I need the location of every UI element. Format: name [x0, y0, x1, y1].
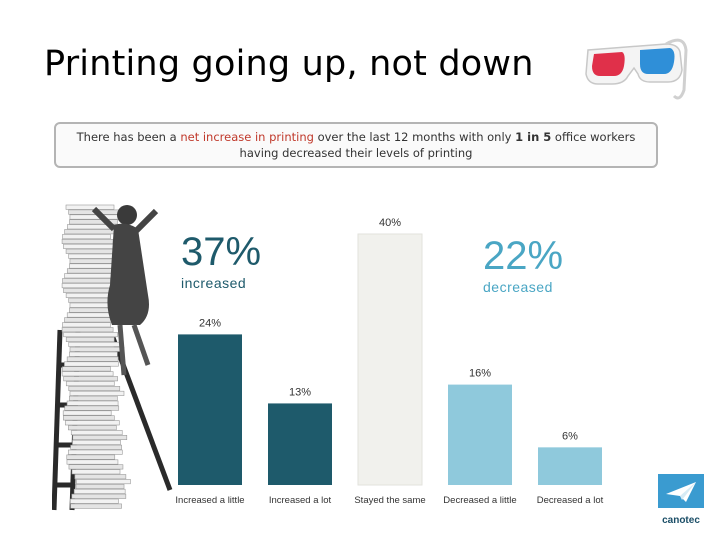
canotec-logo: canotec	[658, 474, 704, 526]
paper-sheet	[62, 366, 111, 372]
paper-sheet	[61, 371, 114, 377]
paper-sheet	[65, 337, 115, 343]
banner-ratio: 1 in 5	[515, 130, 552, 144]
data-label: 24%	[199, 317, 221, 329]
banner-highlight: net increase in printing	[180, 130, 314, 144]
slide-title: Printing going up, not down	[44, 44, 534, 84]
bar-decreased-a-lot	[538, 447, 602, 485]
paper-sheet	[62, 234, 111, 240]
paper-sheet	[61, 327, 114, 333]
paper-sheet	[69, 351, 118, 357]
category-label: Increased a little	[175, 495, 244, 506]
paper-sheet	[70, 503, 122, 509]
paper-sheet	[71, 493, 127, 499]
paper-stack	[61, 204, 131, 509]
paper-sheet	[64, 405, 120, 411]
paper-sheet	[63, 376, 118, 382]
paper-plane-icon	[658, 474, 704, 508]
paper-sheet	[63, 415, 115, 421]
paper-sheet	[68, 386, 121, 392]
paper-sheet	[68, 464, 124, 470]
paper-sheet	[68, 425, 117, 431]
paper-sheet	[66, 454, 116, 460]
paper-sheet	[69, 395, 118, 401]
paper-sheet	[69, 219, 118, 225]
paper-sheet	[71, 469, 121, 475]
logo-text: canotec	[662, 515, 700, 526]
bar-stayed-the-same	[357, 233, 423, 486]
bar-decreased-a-little	[448, 384, 512, 485]
woman-figure	[91, 205, 159, 376]
data-label: 13%	[289, 386, 311, 398]
banner-text-3: office workers having decreased their le…	[239, 130, 636, 160]
paper-sheet	[62, 322, 111, 328]
increased-stat: 37% increased	[181, 232, 261, 291]
increased-stat-label: increased	[181, 275, 247, 291]
paper-sheet	[70, 444, 122, 450]
paper-stack-illustration	[52, 204, 173, 511]
decreased-stat-value: 22%	[483, 234, 564, 278]
data-label: 6%	[562, 430, 578, 442]
category-label: Decreased a little	[443, 495, 516, 506]
paper-sheet	[70, 498, 119, 504]
increased-stat-value: 37%	[181, 230, 262, 274]
paper-sheet	[70, 430, 123, 436]
decreased-stat: 22% decreased	[483, 236, 563, 295]
bar-increased-a-lot	[268, 403, 332, 485]
paper-sheet	[65, 204, 115, 210]
paper-sheet	[66, 400, 119, 406]
bar-increased-a-little	[178, 334, 242, 485]
paper-sheet	[66, 459, 119, 465]
decreased-stat-label: decreased	[483, 279, 553, 295]
paper-sheet	[76, 479, 131, 485]
paper-sheet	[73, 488, 126, 494]
paper-sheet	[63, 332, 118, 338]
paper-sheet	[66, 356, 119, 362]
paper-sheet	[67, 449, 123, 455]
paper-sheet	[64, 420, 120, 426]
paper-sheet	[72, 439, 121, 445]
category-label: Decreased a lot	[537, 495, 604, 506]
paper-sheet	[65, 381, 115, 387]
paper-sheet	[72, 435, 128, 441]
category-label: Increased a lot	[269, 495, 332, 506]
data-label: 16%	[469, 368, 491, 380]
banner-text-2: over the last 12 months with only	[313, 130, 516, 144]
data-label: 40%	[379, 217, 401, 229]
paper-sheet	[64, 361, 119, 367]
paper-sheet	[74, 474, 127, 480]
3d-glasses-icon	[585, 38, 688, 100]
summary-banner: There has been a net increase in printin…	[54, 122, 658, 168]
paper-sheet	[69, 390, 125, 396]
paper-sheet	[62, 410, 112, 416]
category-label: Stayed the same	[354, 495, 425, 506]
paper-sheet	[75, 483, 125, 489]
banner-text-1: There has been a	[76, 130, 181, 144]
